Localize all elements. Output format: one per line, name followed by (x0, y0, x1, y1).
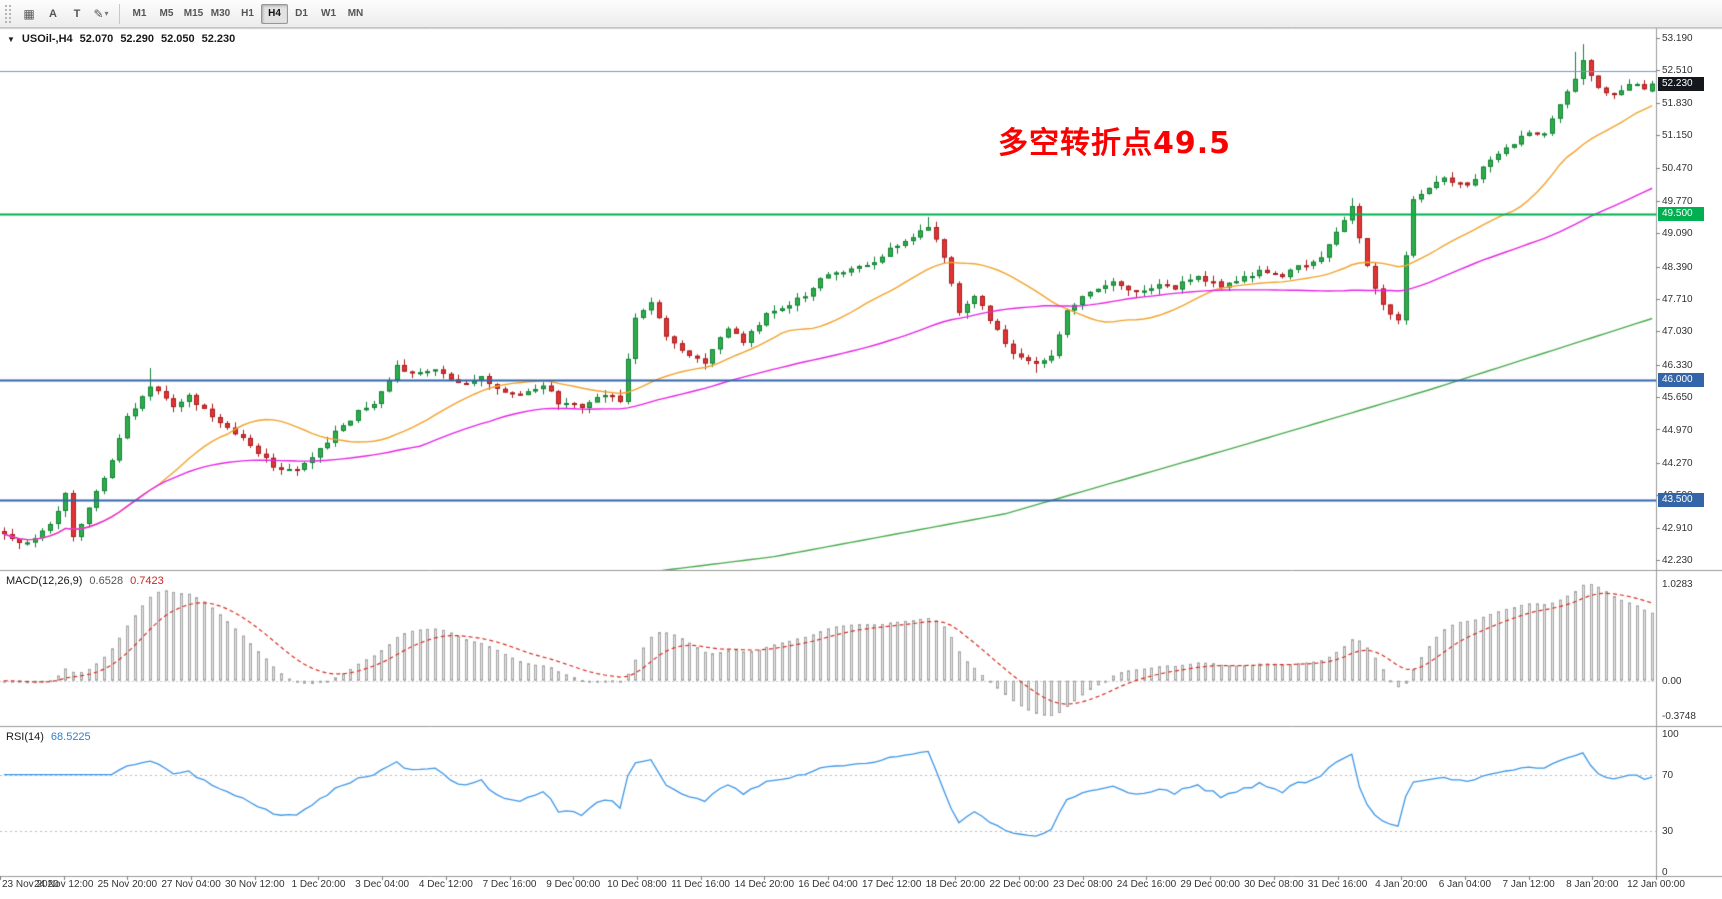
toolbar-drag-handle[interactable] (5, 4, 11, 23)
chart-text-annotation[interactable]: 多空转折点49.5 (998, 126, 1232, 161)
toolbar-icon-group: ▦ A T ✎ ▾ (17, 3, 113, 25)
main-toolbar: ▦ A T ✎ ▾ M1 M5 M15 M30 H1 H4 D1 W1 MN (0, 0, 1722, 28)
draw-tools-button[interactable]: ✎ ▾ (89, 3, 113, 25)
toolbar-separator (119, 3, 120, 24)
tile-windows-icon: ▦ (23, 6, 35, 21)
timeframe-button-m1[interactable]: M1 (132, 8, 147, 19)
dropdown-caret-icon: ▾ (104, 9, 109, 18)
text-box-button[interactable]: T (65, 3, 89, 25)
text-box-icon: T (73, 7, 81, 20)
timeframe-button-h4[interactable]: H4 (261, 3, 288, 24)
timeframe-button-m15[interactable]: M15 (183, 8, 204, 19)
timeframe-button-d1[interactable]: D1 (295, 8, 308, 19)
timeframe-button-h1[interactable]: H1 (241, 8, 254, 19)
timeframe-button-mn[interactable]: MN (347, 8, 364, 19)
timeframe-button-m5[interactable]: M5 (159, 8, 174, 19)
text-label-icon: A (49, 7, 57, 20)
text-label-button[interactable]: A (41, 3, 65, 25)
draw-tools-icon: ✎ (93, 6, 104, 21)
tile-windows-button[interactable]: ▦ (17, 3, 41, 25)
timeframe-button-w1[interactable]: W1 (321, 8, 336, 19)
timeframe-button-m30[interactable]: M30 (210, 8, 231, 19)
timeframe-button-group: M1 M5 M15 M30 H1 H4 D1 W1 MN (126, 3, 369, 24)
